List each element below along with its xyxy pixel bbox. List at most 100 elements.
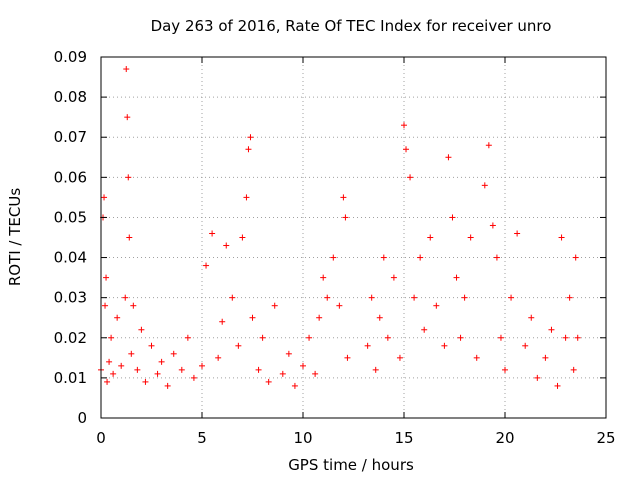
y-tick-label: 0.05: [54, 208, 87, 226]
y-tick-label: 0.07: [54, 128, 87, 146]
data-point: [481, 182, 488, 189]
data-point: [441, 342, 448, 349]
data-point: [142, 378, 149, 385]
data-point: [184, 334, 191, 341]
data-point: [126, 234, 133, 241]
data-point: [433, 302, 440, 309]
data-point: [461, 294, 468, 301]
data-point: [249, 314, 256, 321]
data-point: [235, 342, 242, 349]
data-point: [570, 366, 577, 373]
data-point: [108, 334, 115, 341]
data-point: [572, 254, 579, 261]
data-point: [259, 334, 266, 341]
data-point: [265, 378, 272, 385]
data-point: [128, 350, 135, 357]
data-point: [209, 230, 216, 237]
y-tick-label: 0.09: [54, 48, 87, 66]
data-point: [427, 234, 434, 241]
data-point: [522, 342, 529, 349]
x-axis-label: GPS time / hours: [288, 456, 414, 474]
data-point: [170, 350, 177, 357]
data-point: [103, 274, 110, 281]
data-point: [497, 334, 504, 341]
data-point: [401, 122, 407, 129]
data-point: [312, 370, 319, 377]
data-point: [344, 354, 351, 361]
data-point: [122, 294, 129, 301]
data-point: [340, 194, 347, 201]
data-point: [342, 214, 349, 221]
data-point: [396, 354, 403, 361]
data-point: [154, 370, 161, 377]
data-point: [306, 334, 313, 341]
y-axis-ticks: 0 0.01 0.02 0.03 0.04 0.05 0.06 0.07 0.08 0.09: [54, 48, 606, 427]
data-point: [190, 374, 197, 381]
y-axis-label: ROTI / TECUs: [6, 188, 24, 286]
y-tick-label: 0.06: [54, 168, 87, 186]
data-point: [453, 274, 460, 281]
plot-frame: [100, 56, 607, 419]
data-point: [364, 342, 371, 349]
x-tick-label: 25: [596, 429, 615, 447]
y-tick-label: 0.04: [54, 249, 87, 267]
data-point: [178, 366, 185, 373]
y-tick-label: 0.08: [54, 88, 87, 106]
data-point: [106, 358, 113, 365]
x-tick-label: 10: [293, 429, 312, 447]
data-point: [376, 314, 383, 321]
data-point: [485, 142, 492, 149]
data-point: [291, 382, 298, 389]
data-point: [380, 254, 387, 261]
data-point: [421, 326, 428, 333]
data-point: [403, 146, 410, 153]
data-point: [124, 114, 131, 121]
data-point: [114, 314, 121, 321]
data-point: [130, 302, 137, 309]
data-point: [508, 294, 515, 301]
data-point: [239, 234, 246, 241]
x-tick-label: 5: [197, 429, 207, 447]
data-point: [316, 314, 323, 321]
data-point: [118, 362, 125, 369]
data-point: [247, 134, 254, 141]
data-point: [245, 146, 252, 153]
data-point: [164, 382, 171, 389]
data-point: [493, 254, 500, 261]
data-point: [148, 342, 155, 349]
data-point: [528, 314, 535, 321]
y-tick-label: 0.02: [54, 329, 87, 347]
data-point: [300, 362, 306, 369]
data-point: [489, 222, 496, 229]
data-point: [407, 174, 414, 181]
data-point: [574, 334, 581, 341]
data-point: [110, 370, 117, 377]
data-point: [101, 194, 108, 201]
data-point: [534, 374, 541, 381]
data-point: [473, 354, 480, 361]
data-point: [457, 334, 464, 341]
data-point: [390, 274, 397, 281]
data-point: [562, 334, 569, 341]
data-point: [384, 334, 391, 341]
data-point: [158, 358, 165, 365]
data-point: [125, 174, 132, 181]
data-point: [336, 302, 343, 309]
data-point: [223, 242, 230, 249]
data-point: [548, 326, 555, 333]
y-tick-label: 0.01: [54, 369, 87, 387]
y-tick-label: 0.03: [54, 289, 87, 307]
data-point: [558, 234, 565, 241]
data-point: [243, 194, 250, 201]
data-point: [215, 354, 222, 361]
x-axis-ticks: 0 5 10 15 20 25: [96, 57, 616, 447]
chart-title: Day 263 of 2016, Rate Of TEC Index for r…: [151, 17, 552, 35]
data-point: [554, 382, 561, 389]
data-point: [372, 366, 379, 373]
data-point: [134, 366, 141, 373]
data-point: [279, 370, 286, 377]
data-point: [138, 326, 145, 333]
data-point: [123, 66, 130, 73]
data-point: [502, 366, 508, 373]
